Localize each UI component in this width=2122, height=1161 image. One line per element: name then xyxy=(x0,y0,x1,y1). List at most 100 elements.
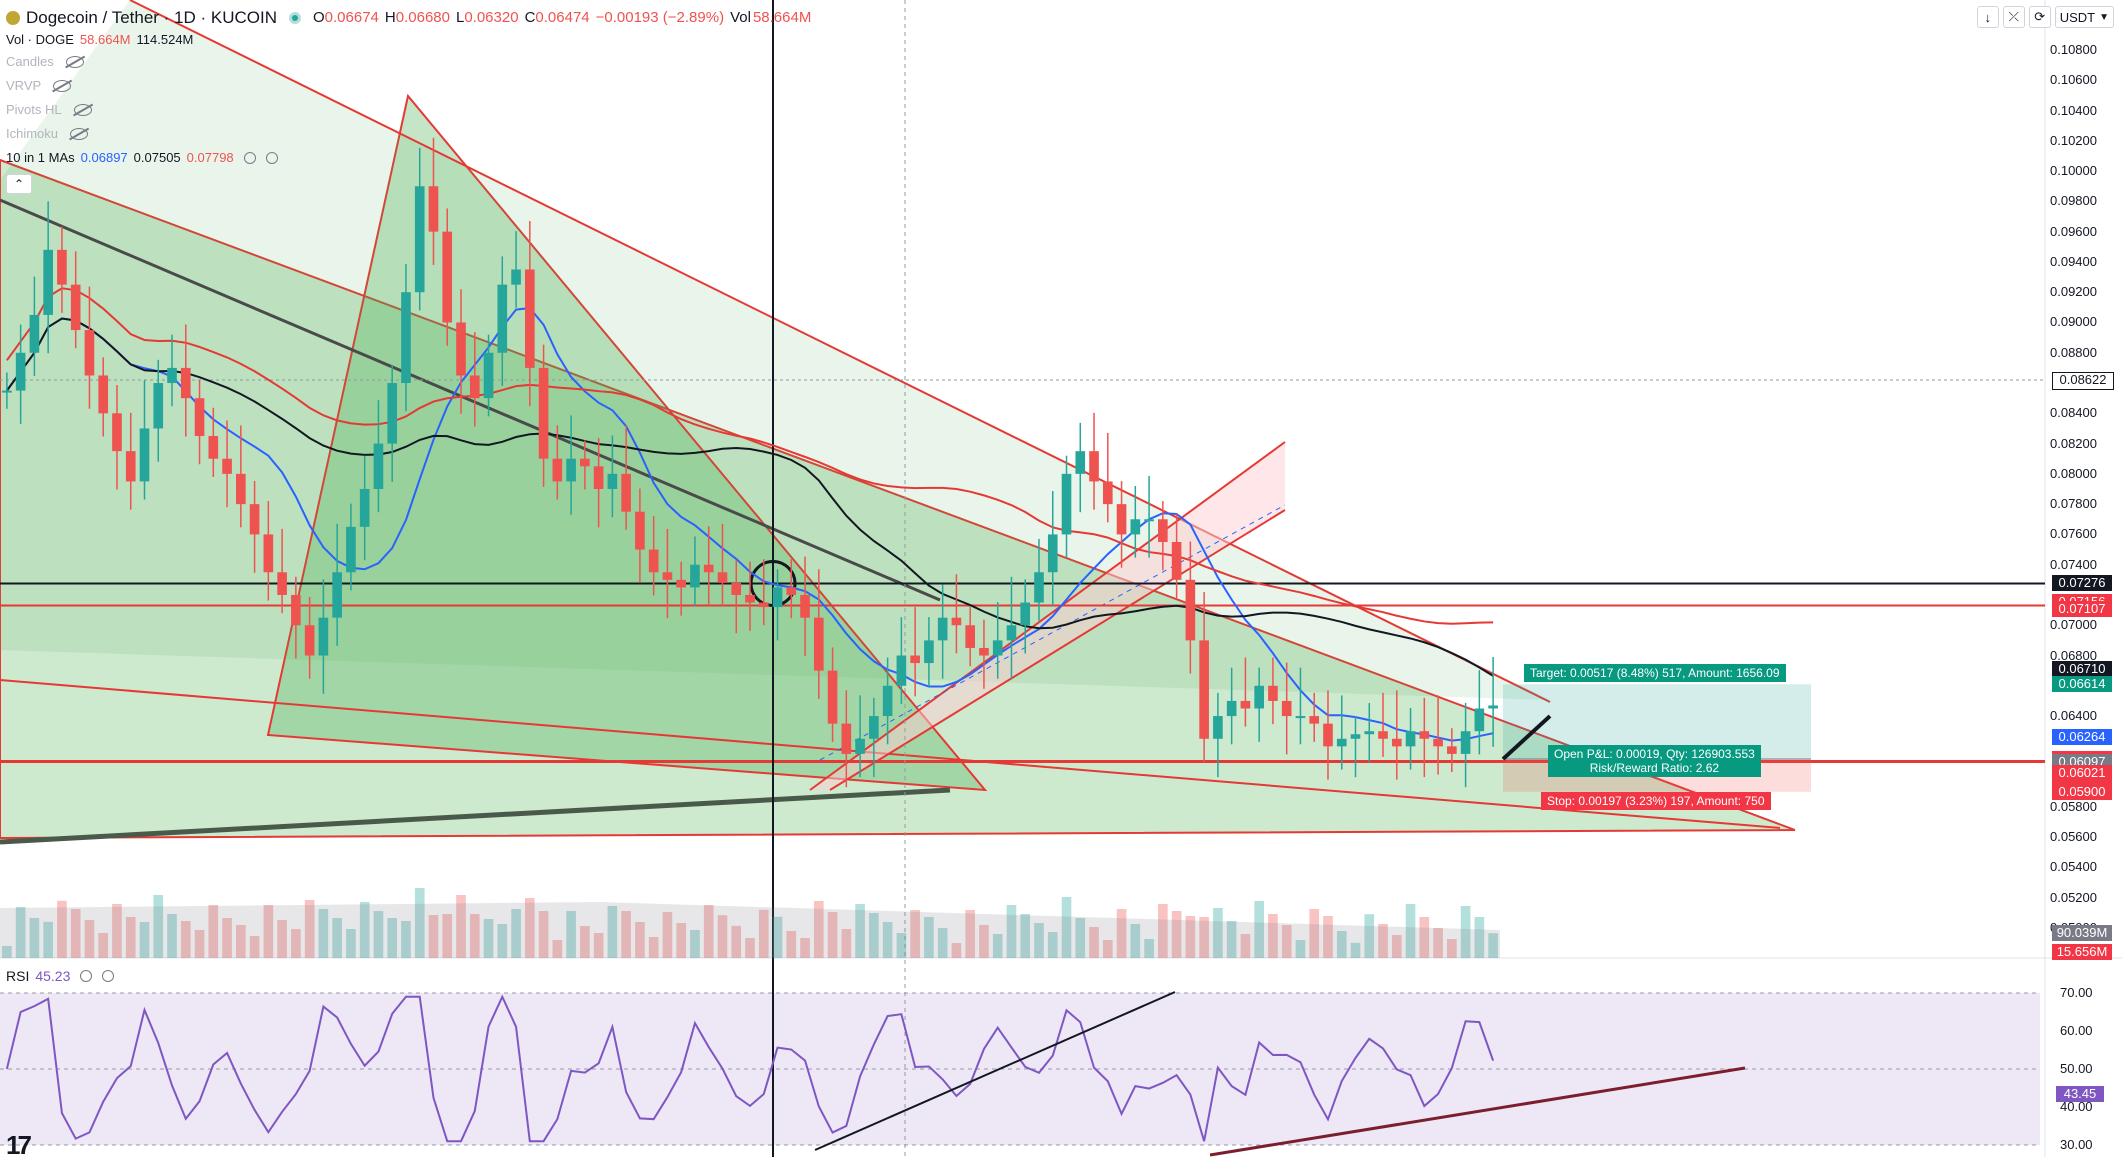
fullscreen-button[interactable]: ⤫ xyxy=(2002,6,2025,28)
price-badge: 0.05900 xyxy=(2052,783,2112,800)
eye-crossed-icon[interactable] xyxy=(73,104,92,116)
volume-bar xyxy=(1254,901,1264,958)
candle-body xyxy=(304,625,315,656)
candle-body xyxy=(1364,731,1375,735)
chevron-up-icon: ⌃ xyxy=(13,177,25,191)
candle-body xyxy=(924,640,934,664)
vol-doge-a: 58.664M xyxy=(79,32,131,47)
tradingview-logo-icon[interactable]: 17 xyxy=(6,1130,32,1160)
price-tick-label: 0.08200 xyxy=(2050,435,2097,451)
volume-bar xyxy=(813,901,824,958)
rsi-tick-label: 70.00 xyxy=(2060,985,2093,1000)
volume-bar xyxy=(1226,921,1237,958)
hidden-indicator-row[interactable]: Ichimoku xyxy=(6,122,811,146)
ma-indicator-row[interactable]: 10 in 1 MAs 0.06897 0.07505 0.07798 xyxy=(6,146,811,170)
rsi-tick-label: 60.00 xyxy=(2060,1023,2093,1038)
rsi-tick-label: 50.00 xyxy=(2060,1061,2093,1076)
refresh-button[interactable]: ⟳ xyxy=(2028,6,2051,28)
volume-bar xyxy=(1006,905,1017,958)
hidden-indicator-row[interactable]: Pivots HL xyxy=(6,98,811,122)
arrow-down-button[interactable]: ↓ xyxy=(1976,6,1999,28)
volume-bar xyxy=(538,911,549,958)
ma-label: 10 in 1 MAs xyxy=(6,150,75,165)
candle-body xyxy=(43,249,53,315)
candle-body xyxy=(57,249,67,285)
volume-bar xyxy=(57,900,67,958)
candle-body xyxy=(263,534,274,573)
symbol-row[interactable]: Dogecoin / Tether · 1D · KUCOIN O0.06674… xyxy=(6,6,811,30)
volume-bar xyxy=(703,905,714,958)
rsi-legend[interactable]: RSI 45.23 xyxy=(6,968,115,984)
projection-arrow xyxy=(1501,714,1552,761)
candle-body xyxy=(1433,738,1443,747)
volume-bar xyxy=(580,926,590,958)
rsi-tick-label: 40.00 xyxy=(2060,1099,2093,1114)
collapse-legend-button[interactable]: ⌃ xyxy=(6,174,32,194)
volume-bar xyxy=(401,921,411,958)
candle-body xyxy=(1020,602,1031,626)
candle-body xyxy=(1268,685,1278,701)
volume-bar xyxy=(690,930,700,958)
candle-body xyxy=(2,390,12,393)
currency-select[interactable]: USDT ▼ xyxy=(2054,6,2114,28)
volume-bar xyxy=(1281,925,1292,958)
candle-body xyxy=(1309,716,1320,724)
ma-value-2: 0.07505 xyxy=(133,150,181,165)
symbol-title[interactable]: Dogecoin / Tether · 1D · KUCOIN xyxy=(26,8,277,27)
price-tick-label: 0.08000 xyxy=(2050,465,2097,481)
hidden-indicator-label: Ichimoku xyxy=(6,126,59,141)
stop-label[interactable]: Stop: 0.00197 (3.23%) 197, Amount: 750 xyxy=(1541,792,1771,810)
chart-legend: Dogecoin / Tether · 1D · KUCOIN O0.06674… xyxy=(6,6,811,194)
refresh-icon: ⟳ xyxy=(2034,9,2046,24)
channel-mid xyxy=(819,504,1286,761)
volume-indicator-row[interactable]: Vol · DOGE 58.664M 114.524M xyxy=(6,30,811,50)
rsi-trendline-1 xyxy=(814,991,1176,1151)
candle-body xyxy=(469,375,480,399)
volume-bar xyxy=(552,940,563,958)
volume-bar xyxy=(1144,939,1154,958)
settings-icon[interactable] xyxy=(243,152,256,164)
ohlc-key-L: L xyxy=(455,9,465,26)
volume-bar xyxy=(951,943,962,958)
eye-crossed-icon[interactable] xyxy=(65,56,84,68)
rsi-more-icon[interactable] xyxy=(102,970,115,982)
eye-crossed-icon[interactable] xyxy=(70,128,89,140)
candle-body xyxy=(1061,473,1072,535)
candle-body xyxy=(1474,708,1485,732)
open-pl-label[interactable]: Open P&L: 0.00019, Qty: 126903.553 Risk/… xyxy=(1548,745,1761,777)
price-tick-label: 0.10200 xyxy=(2050,132,2097,148)
ohlc-values: O0.06674 H0.06680 L0.06320 C0.06474 xyxy=(313,8,590,28)
rsi-settings-icon[interactable] xyxy=(80,970,93,982)
more-icon[interactable] xyxy=(265,152,278,164)
candle-body xyxy=(1405,731,1416,747)
volume-bar xyxy=(1130,924,1141,958)
collapse-icon: ⤫ xyxy=(2008,9,2019,24)
ma-black-line xyxy=(6,317,1494,677)
volume-bar xyxy=(1199,917,1209,958)
candle-body xyxy=(855,738,865,754)
candle-body xyxy=(1240,700,1251,709)
big-triangle xyxy=(0,158,1796,840)
volume-bar xyxy=(1171,911,1182,958)
price-badge: 0.06264 xyxy=(2052,728,2112,745)
volume-bar xyxy=(1268,914,1278,958)
volume-bar xyxy=(1364,914,1375,958)
eye-crossed-icon[interactable] xyxy=(53,80,72,92)
target-label[interactable]: Target: 0.00517 (8.48%) 517, Amount: 165… xyxy=(1524,664,1786,682)
candle-body xyxy=(332,572,342,618)
volume-bar xyxy=(1075,918,1086,958)
candle-body xyxy=(1130,519,1141,535)
hidden-indicator-row[interactable]: VRVP xyxy=(6,74,811,98)
hidden-indicator-row[interactable]: Candles xyxy=(6,50,811,74)
volume-bar xyxy=(1061,897,1072,958)
channel-bottom xyxy=(829,509,1286,791)
ma-value-1: 0.06897 xyxy=(80,150,128,165)
volume-bar xyxy=(291,929,301,958)
volume-bar xyxy=(882,922,893,958)
candle-body xyxy=(139,428,150,482)
candle-body xyxy=(910,655,920,664)
volume-bar xyxy=(717,915,728,958)
candle-body xyxy=(1213,716,1223,739)
candle-body xyxy=(758,602,769,608)
